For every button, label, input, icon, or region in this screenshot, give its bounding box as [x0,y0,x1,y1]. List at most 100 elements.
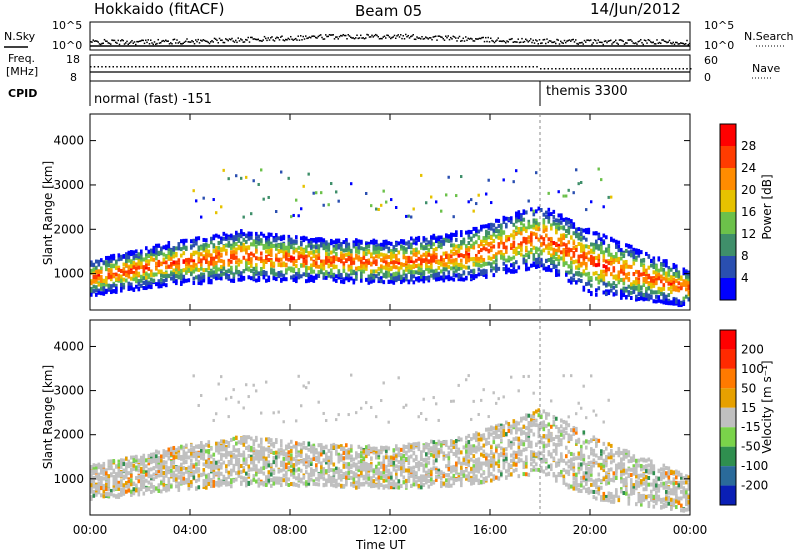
heatmap-cell [480,263,483,268]
heatmap-cell [152,278,156,283]
heatmap-cell [140,466,143,471]
heatmap-cell [255,263,258,268]
heatmap-cell [252,239,256,244]
heatmap-cell [520,231,523,236]
heatmap-cell [482,257,486,262]
heatmap-cell [355,266,358,271]
heatmap-cell [470,230,473,235]
heatmap-cell [327,459,331,464]
heatmap-cell [525,259,528,264]
heatmap-cell [295,454,298,459]
heatmap-cell [557,213,561,218]
heatmap-cell [460,245,463,250]
heatmap-cell [350,373,353,377]
heatmap-cell [185,469,188,474]
heatmap-cell [657,256,661,261]
heatmap-cell [555,218,558,223]
heatmap-cell [335,274,338,279]
heatmap-cell [255,278,258,283]
heatmap-cell [225,450,228,455]
heatmap-cell [197,468,201,473]
heatmap-cell [380,445,383,450]
heatmap-cell [352,260,356,265]
heatmap-cell [240,453,243,458]
colorbar-tick-label: 4 [741,271,749,285]
heatmap-cell [282,473,286,478]
heatmap-cell [490,264,493,269]
heatmap-cell [445,275,448,280]
heatmap-cell [155,486,158,491]
heatmap-cell [482,271,486,276]
heatmap-cell [197,236,201,241]
heatmap-cell [635,250,638,255]
heatmap-cell [210,261,213,266]
heatmap-cell [122,458,126,463]
heatmap-cell [107,466,111,471]
heatmap-cell [185,266,188,271]
heatmap-cell [580,278,583,283]
heatmap-cell [310,269,313,274]
heatmap-cell [137,468,141,473]
heatmap-cell [647,293,651,298]
heatmap-cell [120,286,123,291]
heatmap-cell [495,257,498,262]
heatmap-cell [95,292,98,297]
heatmap-cell [197,256,201,261]
heatmap-cell [370,261,373,266]
heatmap-cell [255,453,258,458]
heatmap-cell [427,240,431,245]
heatmap-cell [620,256,623,261]
heatmap-cell [232,235,236,240]
heatmap-cell [260,266,263,271]
heatmap-cell [115,479,118,484]
heatmap-cell [330,454,333,459]
heatmap-cell [115,272,118,277]
heatmap-cell [95,278,98,283]
heatmap-cell [500,240,503,245]
heatmap-cell [272,243,276,248]
heatmap-cell [430,264,433,269]
heatmap-cell [292,277,296,282]
heatmap-cell [230,268,233,273]
heatmap-cell [372,269,376,274]
heatmap-cell [455,251,458,256]
heatmap-cell [302,458,306,463]
heatmap-cell [375,446,378,451]
heatmap-cell [582,228,586,233]
heatmap-cell [310,444,313,449]
heatmap-cell [555,252,558,257]
heatmap-cell [390,279,393,284]
heatmap-cell [172,274,176,279]
heatmap-cell [375,246,378,251]
heatmap-cell [405,214,408,218]
heatmap-cell [342,447,346,452]
heatmap-cell [190,258,193,263]
heatmap-cell [417,270,421,275]
heatmap-cell [205,258,208,263]
heatmap-cell [145,255,148,260]
heatmap-cell [290,449,293,454]
heatmap-cell [187,455,191,460]
heatmap-cell [492,254,496,259]
heatmap-cell [302,272,306,277]
heatmap-cell [107,260,111,265]
heatmap-cell [637,273,641,278]
heatmap-cell [325,258,328,263]
heatmap-cell [380,461,383,466]
heatmap-cell [632,272,636,277]
heatmap-cell [275,450,278,455]
heatmap-cell [375,483,378,488]
heatmap-cell [632,261,636,266]
heatmap-cell [155,472,158,477]
heatmap-cell [562,234,566,239]
heatmap-cell [582,260,586,265]
heatmap-cell [425,242,428,247]
heatmap-cell [92,289,96,294]
heatmap-cell [270,483,273,488]
heatmap-cell [162,482,166,487]
heatmap-cell [670,290,673,295]
heatmap-cell [150,467,153,472]
heatmap-cell [327,252,331,257]
heatmap-cell [160,246,163,251]
heatmap-cell [577,272,581,277]
